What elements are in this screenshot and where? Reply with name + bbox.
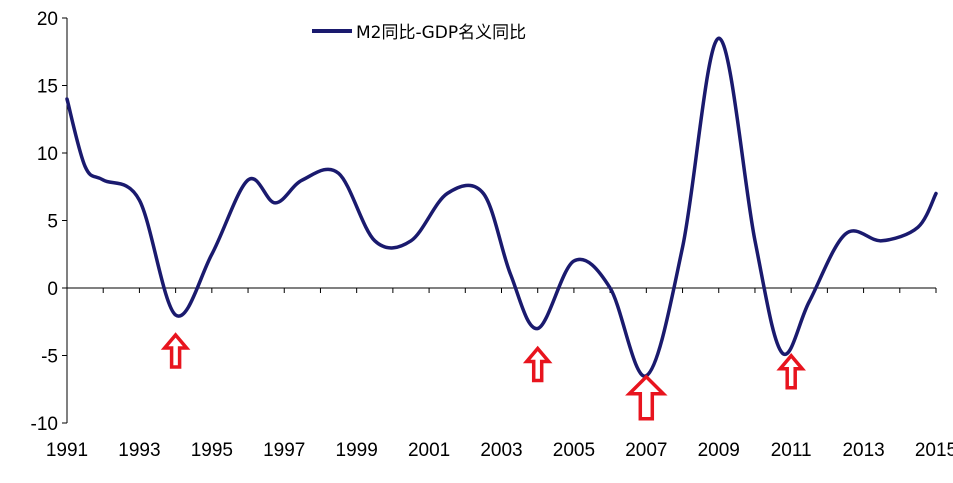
x-tick-label: 1991 — [46, 440, 88, 461]
y-axis: 20 15 10 5 0 -5 -10 — [31, 9, 68, 435]
y-tick-label: 0 — [47, 279, 58, 300]
x-tick-label: 1999 — [336, 440, 378, 461]
up-arrow-icon — [776, 352, 806, 390]
x-tick-label: 2013 — [842, 440, 884, 461]
x-tick-label: 1995 — [191, 440, 233, 461]
x-tick-label: 2009 — [698, 440, 740, 461]
up-arrow-icon — [160, 332, 191, 369]
legend: M2同比-GDP名义同比 — [312, 23, 526, 43]
series-layer — [65, 36, 938, 378]
y-tick-label: 20 — [37, 9, 58, 30]
y-tick-label: 5 — [47, 212, 58, 233]
x-tick-label: 2003 — [480, 440, 522, 461]
y-tick-label: 15 — [37, 77, 58, 98]
y-tick-label: -5 — [41, 347, 58, 368]
y-tick-label: 10 — [37, 144, 58, 165]
y-tick-label: -10 — [31, 414, 58, 435]
x-tick-label: 2011 — [771, 440, 812, 461]
x-tick-label: 1993 — [118, 440, 160, 461]
up-arrow-icon — [625, 374, 668, 421]
series-line — [65, 36, 938, 378]
x-tick-label: 2015 — [915, 440, 953, 461]
x-tick-label: 1997 — [263, 440, 305, 461]
legend-label: M2同比-GDP名义同比 — [356, 23, 526, 43]
x-axis: 1991 1993 1995 1997 1999 2001 2003 2005 2007 2009… — [46, 287, 953, 461]
up-arrow-icon — [522, 345, 553, 383]
x-tick-label: 2005 — [553, 440, 595, 461]
x-tick-label: 2007 — [625, 440, 667, 461]
annotation-layer — [160, 332, 806, 421]
x-tick-label: 2001 — [408, 440, 450, 461]
